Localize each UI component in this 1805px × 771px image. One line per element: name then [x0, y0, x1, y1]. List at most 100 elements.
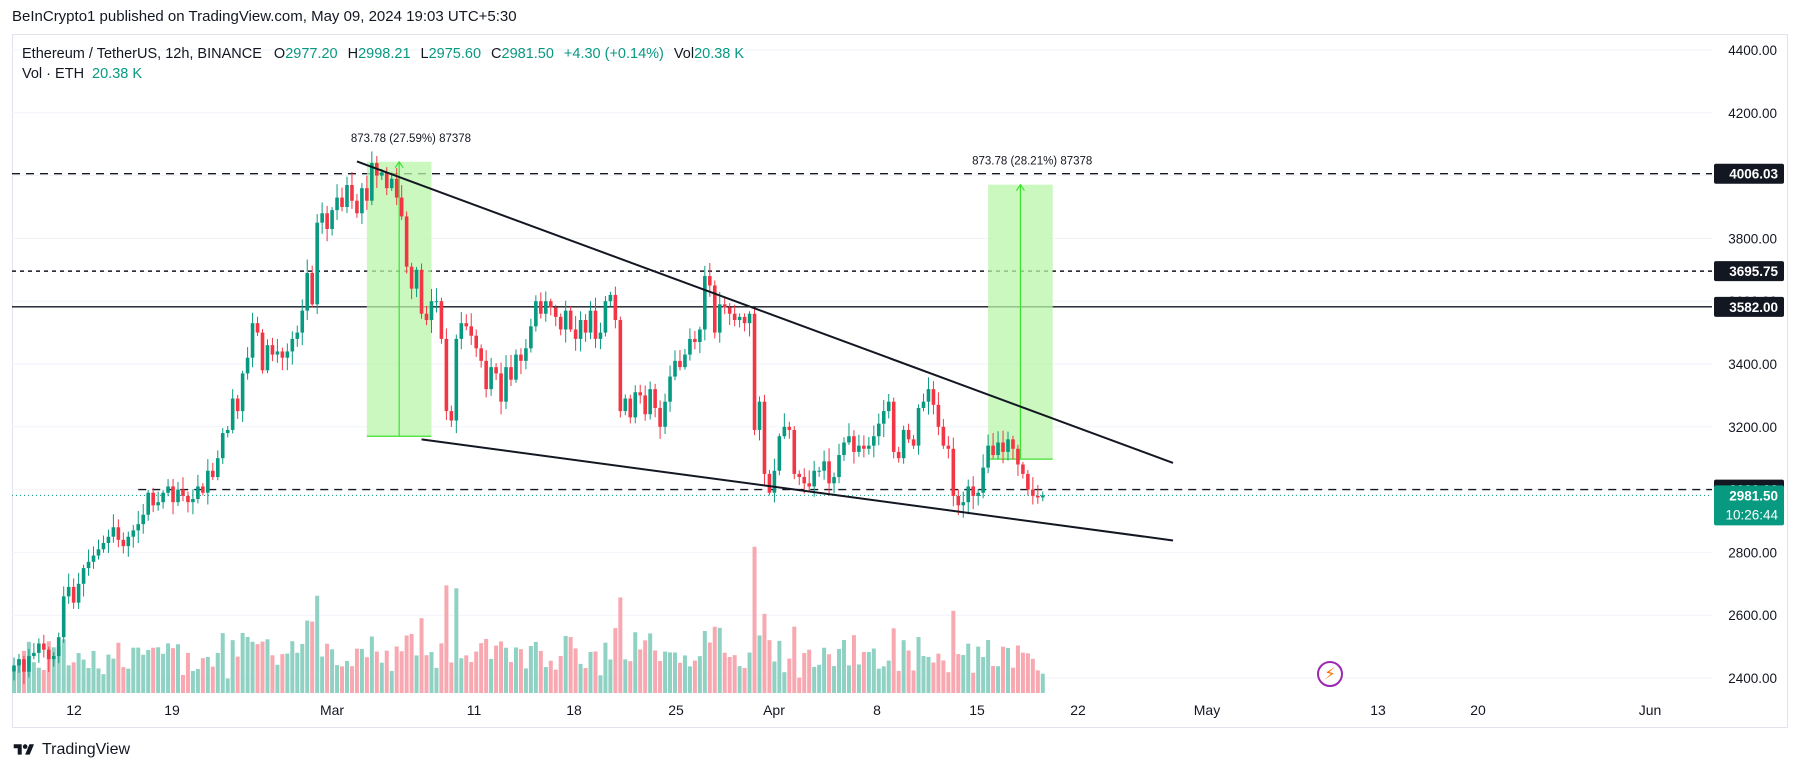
volume-bar-81 [414, 655, 419, 693]
volume-bar-199 [1001, 646, 1006, 693]
volume-bar-167 [841, 639, 846, 693]
volume-bar-104 [528, 645, 533, 693]
candle-89 [454, 338, 459, 421]
volume-bar-182 [916, 637, 921, 693]
candle-25 [136, 524, 141, 531]
volume-bar-202 [1015, 645, 1020, 693]
y-tick-label-10: 4400.00 [1728, 43, 1777, 58]
volume-bar-93 [474, 651, 479, 693]
volume-bar-177 [891, 628, 896, 693]
volume-bar-203 [1020, 652, 1025, 693]
volume-bar-132 [668, 652, 673, 693]
candle-52 [270, 345, 275, 355]
volume-bar-170 [856, 664, 861, 693]
volume-bar-188 [946, 672, 951, 693]
candle-30 [161, 492, 165, 503]
candle-106 [539, 301, 543, 314]
volume-bar-185 [931, 662, 936, 693]
candles [12, 151, 1045, 684]
candle-29 [156, 502, 160, 506]
candle-108 [548, 301, 553, 308]
volume-bar-41 [215, 652, 220, 693]
candle-192 [966, 486, 971, 503]
candle-23 [126, 536, 131, 547]
volume-indicator-row[interactable]: Vol · ETH 20.38 K [22, 64, 754, 84]
candle-148 [747, 313, 752, 324]
volume-bar-18 [101, 674, 106, 693]
candle-173 [872, 436, 876, 446]
candle-77 [394, 178, 399, 198]
volume-bar-121 [613, 628, 618, 693]
level-tag-2 [1714, 296, 1784, 317]
candle-156 [787, 426, 792, 430]
candle-142 [717, 304, 722, 333]
candle-158 [797, 473, 802, 478]
candle-187 [941, 426, 946, 446]
volume-bar-67 [344, 661, 349, 693]
candle-31 [166, 486, 170, 493]
volume-bar-62 [320, 656, 325, 693]
volume-bar-82 [419, 618, 424, 693]
volume-bar-65 [335, 665, 340, 693]
candle-129 [653, 389, 657, 408]
volume-bar-10 [61, 639, 66, 693]
volume-bar-138 [697, 656, 702, 693]
volume-bar-60 [310, 621, 315, 693]
level-tag-1 [1714, 261, 1784, 282]
volume-bar-64 [330, 649, 335, 693]
volume-bar-152 [767, 640, 772, 693]
volume-bar-24 [131, 647, 136, 693]
chart-frame[interactable] [12, 34, 1788, 728]
volume-bar-72 [369, 636, 374, 693]
candle-43 [225, 429, 230, 434]
volume-bar-69 [354, 648, 359, 693]
candle-195 [981, 467, 985, 493]
candle-16 [91, 555, 96, 562]
lightning-icon[interactable]: ⚡ [1317, 661, 1343, 687]
candle-143 [722, 304, 727, 308]
time-axis: 12 19 Mar 11 18 25 Apr 8 15 22 May 13 20 Jun [66, 702, 1661, 718]
volume-bar-160 [807, 649, 812, 693]
volume-bar-204 [1025, 653, 1030, 693]
candle-100 [509, 367, 513, 380]
candle-119 [603, 301, 608, 333]
volume-bar-139 [702, 631, 707, 693]
open-label: O [273, 46, 286, 62]
candle-41 [215, 458, 220, 478]
volume-bar-180 [906, 650, 911, 693]
candle-72 [370, 163, 374, 201]
volume-bar-206 [1035, 670, 1040, 693]
volume-bar-135 [682, 655, 687, 693]
volume-bar-14 [81, 659, 86, 693]
candle-9 [56, 637, 61, 657]
symbol-title[interactable]: Ethereum / TetherUS, 12h, BINANCE [22, 46, 262, 62]
volume-indicator-value: 20.38 K [92, 66, 143, 82]
volume-bar-33 [176, 644, 181, 693]
volume-bar-87 [444, 585, 449, 693]
candle-113 [573, 329, 578, 339]
volume-bar-150 [757, 635, 762, 693]
volume-bar-57 [295, 652, 300, 693]
candle-91 [464, 323, 469, 327]
volume-bar-73 [374, 651, 379, 693]
candle-140 [708, 276, 712, 286]
x-tick-label-6: Apr [763, 702, 785, 718]
volume-bar-164 [827, 654, 832, 693]
candle-26 [141, 514, 146, 525]
candle-3 [27, 656, 31, 672]
candle-86 [439, 301, 444, 339]
volume-bar-106 [538, 650, 543, 693]
x-tick-label-0: 12 [66, 702, 82, 718]
volume-bar-13 [76, 653, 81, 693]
candle-102 [519, 354, 523, 361]
volume-bar-63 [325, 643, 330, 693]
volume-bar-184 [926, 656, 931, 693]
last-price-label: 2981.50 [1729, 488, 1778, 503]
candle-123 [623, 398, 628, 412]
candle-137 [693, 338, 697, 343]
footer-brand[interactable]: TradingView [42, 741, 131, 758]
candle-63 [325, 213, 329, 229]
candle-10 [61, 596, 66, 638]
candle-7 [46, 649, 51, 660]
